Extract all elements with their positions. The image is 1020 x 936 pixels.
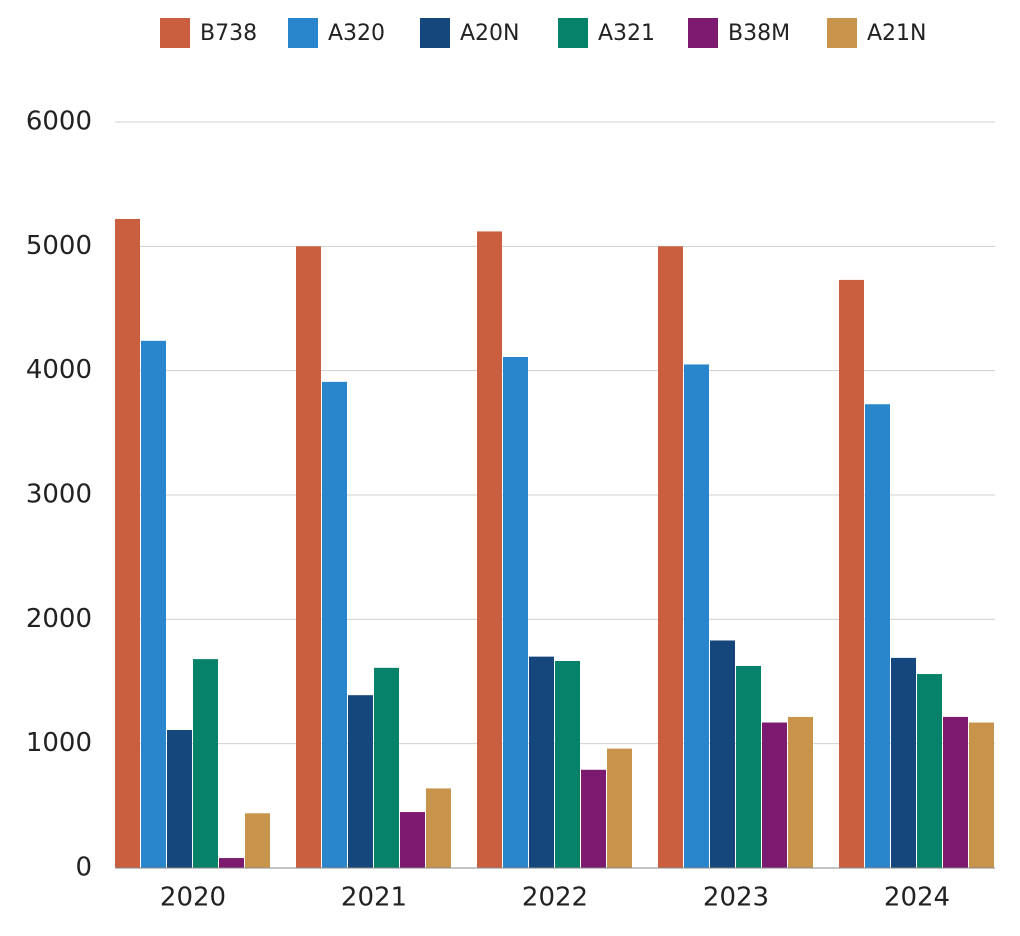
bar [322,381,347,868]
legend-swatch [420,18,450,48]
legend-swatch [160,18,190,48]
bar [348,695,373,868]
bar [969,722,994,868]
bar [710,640,735,868]
legend-label: B38M [728,21,790,46]
bar [141,340,166,868]
bar [865,404,890,868]
bar [891,657,916,868]
bar [658,246,683,869]
bar [581,769,606,868]
bar [426,788,451,868]
legend-swatch [688,18,718,48]
y-tick-label: 1000 [26,728,92,758]
legend-swatch [288,18,318,48]
legend-swatch [827,18,857,48]
x-tick-label: 2024 [884,883,950,913]
bar [684,364,709,868]
legend-swatch [558,18,588,48]
bar [555,660,580,868]
bar [529,656,554,868]
y-tick-label: 4000 [26,355,92,385]
bar [296,246,321,869]
bar [788,716,813,868]
bar [943,716,968,868]
legend-label: A320 [328,21,385,46]
bar [219,858,244,868]
x-tick-label: 2022 [522,883,588,913]
bar [167,729,192,868]
x-tick-label: 2020 [160,883,226,913]
bar [245,813,270,868]
legend-label: A20N [460,21,520,46]
bar [477,231,502,868]
legend-label: B738 [200,21,257,46]
bar [503,356,528,868]
y-tick-label: 6000 [26,107,92,137]
legend-label: A21N [867,21,927,46]
bar [607,748,632,868]
bar [115,218,140,869]
bar [193,659,218,868]
x-tick-label: 2021 [341,883,407,913]
y-tick-label: 2000 [26,604,92,634]
bar [736,665,761,868]
bar [917,674,942,868]
y-tick-label: 5000 [26,231,92,261]
y-tick-label: 0 [75,853,92,883]
legend-label: A321 [598,21,655,46]
y-tick-label: 3000 [26,480,92,510]
x-tick-label: 2023 [703,883,769,913]
bar [839,279,864,868]
bar [374,667,399,868]
bar [400,812,425,868]
bar [762,722,787,868]
